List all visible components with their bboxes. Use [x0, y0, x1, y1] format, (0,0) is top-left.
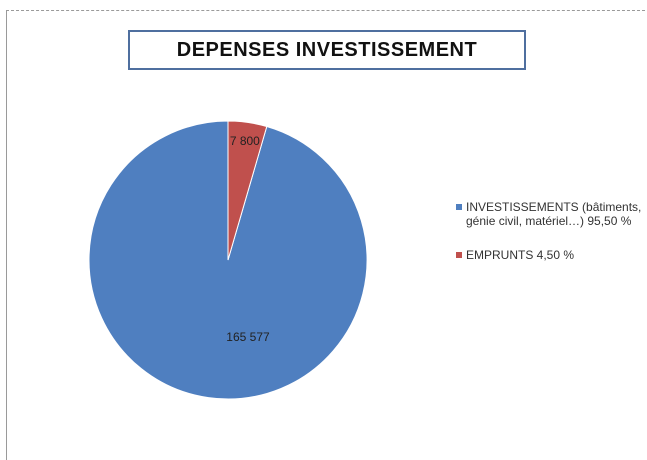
chart-title-box: DEPENSES INVESTISSEMENT	[128, 30, 526, 70]
legend-label-emprunts: EMPRUNTS 4,50 %	[466, 248, 575, 262]
pie-slice-emprunts	[227, 120, 268, 261]
data-label-investissements: 165 577	[226, 330, 270, 344]
chart-title: DEPENSES INVESTISSEMENT	[176, 38, 478, 61]
legend-swatch-investissements	[456, 204, 462, 210]
legend-swatch-emprunts	[456, 252, 462, 258]
legend-item-investissements: INVESTISSEMENTS (bâtiments, génie civil,…	[456, 200, 646, 228]
pie-chart: 165 577 7 800	[88, 120, 368, 400]
pie-slice-investissements	[88, 120, 368, 400]
legend: INVESTISSEMENTS (bâtiments, génie civil,…	[456, 200, 646, 282]
legend-item-emprunts: EMPRUNTS 4,50 %	[456, 248, 646, 262]
data-label-emprunts: 7 800	[230, 134, 260, 148]
legend-label-investissements: INVESTISSEMENTS (bâtiments, génie civil,…	[466, 200, 642, 228]
